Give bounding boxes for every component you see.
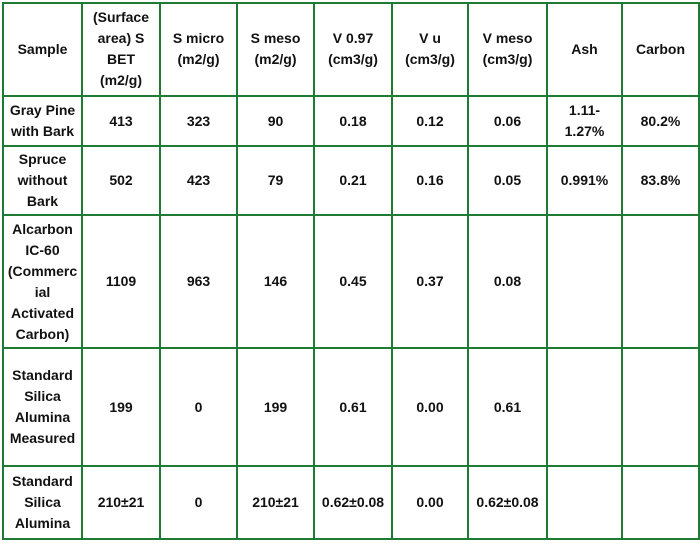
cell-s-micro: 323 (159, 94, 238, 148)
cell-s-micro: 0 (159, 347, 238, 468)
cell-v-u: 0.00 (391, 465, 469, 540)
cell-s-meso: 199 (236, 347, 315, 468)
table-row: Alcarbon IC-60 (Commercial Activated Car… (2, 213, 700, 350)
table-header-row: Sample (Surface area) S BET (m2/g) S mic… (2, 2, 700, 97)
cell-sample: Standard Silica Alumina Measured (2, 347, 83, 468)
cell-sample: Standard Silica Alumina (2, 465, 83, 540)
cell-carbon (621, 213, 700, 350)
cell-v-meso: 0.61 (467, 347, 548, 468)
cell-s-meso: 210±21 (236, 465, 315, 540)
cell-v-097: 0.45 (313, 213, 393, 350)
header-v-u: V u (cm3/g) (391, 2, 469, 97)
table-row: Spruce without Bark 502 423 79 0.21 0.16… (2, 145, 700, 216)
table-row: Gray Pine with Bark 413 323 90 0.18 0.12… (2, 94, 700, 148)
cell-v-097: 0.62±0.08 (313, 465, 393, 540)
cell-s-bet: 502 (81, 145, 161, 216)
cell-v-meso: 0.62±0.08 (467, 465, 548, 540)
cell-s-meso: 146 (236, 213, 315, 350)
cell-sample: Spruce without Bark (2, 145, 83, 216)
cell-s-bet: 199 (81, 347, 161, 468)
header-v-meso: V meso (cm3/g) (467, 2, 548, 97)
cell-carbon (621, 347, 700, 468)
cell-carbon: 80.2% (621, 94, 700, 148)
cell-s-bet: 1109 (81, 213, 161, 350)
header-s-micro: S micro (m2/g) (159, 2, 238, 97)
cell-s-micro: 963 (159, 213, 238, 350)
cell-carbon: 83.8% (621, 145, 700, 216)
header-s-bet: (Surface area) S BET (m2/g) (81, 2, 161, 97)
cell-s-micro: 0 (159, 465, 238, 540)
cell-carbon (621, 465, 700, 540)
cell-v-097: 0.21 (313, 145, 393, 216)
table-row: Standard Silica Alumina Measured 199 0 1… (2, 347, 700, 468)
cell-ash (546, 347, 623, 468)
cell-ash: 1.11-1.27% (546, 94, 623, 148)
cell-s-bet: 210±21 (81, 465, 161, 540)
cell-v-097: 0.61 (313, 347, 393, 468)
cell-v-meso: 0.08 (467, 213, 548, 350)
cell-sample: Gray Pine with Bark (2, 94, 83, 148)
cell-v-u: 0.00 (391, 347, 469, 468)
table-row: Standard Silica Alumina 210±21 0 210±21 … (2, 465, 700, 540)
header-v-097: V 0.97 (cm3/g) (313, 2, 393, 97)
header-carbon: Carbon (621, 2, 700, 97)
cell-v-meso: 0.05 (467, 145, 548, 216)
cell-ash: 0.991% (546, 145, 623, 216)
cell-v-097: 0.18 (313, 94, 393, 148)
cell-v-u: 0.12 (391, 94, 469, 148)
cell-ash (546, 213, 623, 350)
header-sample: Sample (2, 2, 83, 97)
header-ash: Ash (546, 2, 623, 97)
cell-v-u: 0.16 (391, 145, 469, 216)
cell-ash (546, 465, 623, 540)
cell-s-meso: 79 (236, 145, 315, 216)
cell-s-meso: 90 (236, 94, 315, 148)
cell-s-micro: 423 (159, 145, 238, 216)
cell-sample: Alcarbon IC-60 (Commercial Activated Car… (2, 213, 83, 350)
cell-v-u: 0.37 (391, 213, 469, 350)
cell-v-meso: 0.06 (467, 94, 548, 148)
cell-s-bet: 413 (81, 94, 161, 148)
header-s-meso: S meso (m2/g) (236, 2, 315, 97)
